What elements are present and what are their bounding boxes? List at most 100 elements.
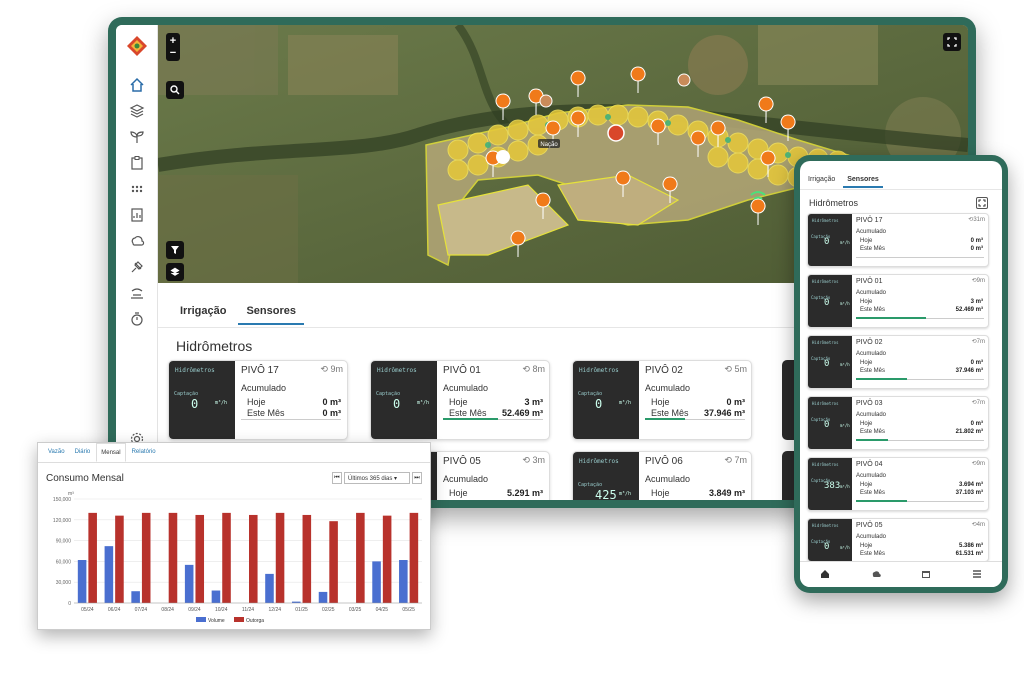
tab-irrigacao[interactable]: Irrigação <box>180 305 227 317</box>
sprout-icon[interactable] <box>127 127 147 147</box>
history-icon: ⟲ <box>522 455 530 465</box>
filter-icon[interactable] <box>166 241 184 259</box>
display-caption: Captação <box>811 356 831 361</box>
zoom-out-button[interactable]: − <box>169 47 177 59</box>
bar-volume <box>318 591 328 603</box>
meter-display: Hidrômetros Captação 0 m³/h <box>169 361 235 439</box>
display-value: 0 <box>824 420 830 430</box>
accumulated-label: Acumulado <box>856 412 887 418</box>
display-unit: m³/h <box>840 423 850 428</box>
display-unit: m³/h <box>840 301 850 306</box>
meter-display: Hidrômetros Captação 0 m³/h <box>808 336 852 388</box>
last-update-value: 3m <box>532 455 545 465</box>
first-page-icon[interactable]: ⏮ <box>332 472 342 484</box>
calendar-icon[interactable] <box>921 566 931 584</box>
display-unit: m³/h <box>840 545 850 550</box>
meter-card[interactable]: Hidrômetros Captação 0 m³/h PIVÔ 02 ⟲ 5m… <box>572 360 752 440</box>
month-label: Este Mês <box>860 490 886 496</box>
phone-meter-card[interactable]: Hidrômetros Captação 383 m³/h PIVÔ 04 ⟲9… <box>807 457 989 511</box>
x-tick-label: 11/24 <box>242 607 254 613</box>
meter-card[interactable]: Hidrômetros Captação 425 m³/h PIVÔ 06 ⟲ … <box>572 451 752 500</box>
map-layers-icon[interactable] <box>166 263 184 281</box>
display-caption: Captação <box>578 391 603 397</box>
phone-meter-card[interactable]: Hidrômetros Captação 0 m³/h PIVÔ 05 ⟲4m … <box>807 518 989 562</box>
month-value: 52.469 m³ <box>501 408 543 418</box>
weather-icon[interactable] <box>871 566 881 584</box>
display-value: 0 <box>191 397 199 411</box>
tab-relatorio[interactable]: Relatório <box>131 449 156 455</box>
history-icon: ⟲ <box>971 400 977 406</box>
month-label: Este Mês <box>449 408 487 418</box>
signal-icon[interactable] <box>127 283 147 303</box>
pivot-name: PIVÔ 05 <box>856 522 883 529</box>
satellite-icon[interactable] <box>127 257 147 277</box>
phone-tab-irrigacao[interactable]: Irrigação <box>808 176 836 183</box>
last-page-icon[interactable]: ⏭ <box>412 472 422 484</box>
phone-tabs: Irrigação Sensores <box>804 173 883 188</box>
display-unit: m³/h <box>417 400 430 406</box>
display-value: 0 <box>824 237 830 247</box>
display-value: 0 <box>595 397 603 411</box>
phone-section-title: Hidrômetros <box>809 198 859 208</box>
clipboard-icon[interactable] <box>127 153 147 173</box>
phone-tab-sensores[interactable]: Sensores <box>843 173 883 188</box>
display-value: 0 <box>824 542 830 552</box>
pivot-name: PIVÔ 01 <box>856 278 883 285</box>
home-icon[interactable] <box>820 566 830 584</box>
timer-icon[interactable] <box>127 309 147 329</box>
report-icon[interactable] <box>127 205 147 225</box>
history-icon: ⟲ <box>971 278 977 284</box>
pivot-name: PIVÔ 03 <box>856 400 883 407</box>
tab-vazao[interactable]: Vazão <box>48 449 65 455</box>
last-update-value: 4m <box>976 522 985 528</box>
tab-diario[interactable]: Diário <box>74 449 91 455</box>
display-title: Hidrômetros <box>175 367 215 374</box>
date-range-select[interactable]: Últimos 365 dias ▾ <box>344 472 410 484</box>
last-update: ⟲ 5m <box>724 364 747 375</box>
display-title: Hidrômetros <box>812 523 839 528</box>
meter-card[interactable]: Hidrômetros Captação 0 m³/h PIVÔ 01 ⟲ 8m… <box>370 360 550 440</box>
month-value: 21.802 m³ <box>955 429 983 435</box>
today-value: 3.849 m³ <box>708 488 745 498</box>
weather-icon[interactable] <box>127 231 147 251</box>
today-label: Hoje <box>860 543 873 549</box>
phone-meter-card[interactable]: Hidrômetros Captação 0 m³/h PIVÔ 02 ⟲7m … <box>807 335 989 389</box>
meter-card[interactable]: Hidrômetros Captação 0 m³/h PIVÔ 17 ⟲ 9m… <box>168 360 348 440</box>
meter-display: Hidrômetros Captação 0 m³/h <box>808 397 852 449</box>
pivot-name: PIVÔ 05 <box>443 456 481 467</box>
accumulated-label: Acumulado <box>856 290 887 296</box>
progress-fill <box>443 418 498 420</box>
month-value: 0 m³ <box>970 246 983 252</box>
today-label: Hoje <box>860 360 873 366</box>
home-icon[interactable] <box>127 75 147 95</box>
pivot-name: PIVÔ 06 <box>645 456 683 467</box>
menu-icon[interactable] <box>972 566 982 584</box>
chart-title: Consumo Mensal <box>46 473 124 484</box>
phone-meter-card[interactable]: Hidrômetros Captação 0 m³/h PIVÔ 01 ⟲9m … <box>807 274 989 328</box>
meter-display: Hidrômetros Captação 383 m³/h <box>808 458 852 510</box>
accumulated-label: Acumulado <box>645 383 691 393</box>
today-value: 0 m³ <box>322 397 341 407</box>
last-update: ⟲ 8m <box>522 364 545 375</box>
accumulated-label: Acumulado <box>856 534 887 540</box>
accumulated-label: Acumulado <box>241 383 287 393</box>
y-tick-label: 120,000 <box>53 518 71 524</box>
grid-dots-icon[interactable] <box>127 179 147 199</box>
accumulated-label: Acumulado <box>856 229 887 235</box>
phone-meter-card[interactable]: Hidrômetros Captação 0 m³/h PIVÔ 03 ⟲7m … <box>807 396 989 450</box>
layers-icon[interactable] <box>127 101 147 121</box>
logo <box>126 35 148 57</box>
bar-outorga <box>168 512 178 603</box>
expand-icon[interactable] <box>976 197 988 209</box>
display-unit: m³/h <box>840 240 850 245</box>
tab-mensal[interactable]: Mensal <box>96 443 126 462</box>
tab-sensores[interactable]: Sensores <box>238 299 304 325</box>
month-label: Este Mês <box>860 246 886 252</box>
legend-label: Outorga <box>246 618 264 624</box>
zoom-in-button[interactable]: + <box>169 35 177 47</box>
fullscreen-icon[interactable] <box>943 33 961 51</box>
bar-outorga <box>249 514 258 603</box>
phone-meter-card[interactable]: Hidrômetros Captação 0 m³/h PIVÔ 17 ⟲31m… <box>807 213 989 267</box>
search-icon[interactable] <box>166 81 184 99</box>
x-tick-label: 05/24 <box>81 607 94 613</box>
